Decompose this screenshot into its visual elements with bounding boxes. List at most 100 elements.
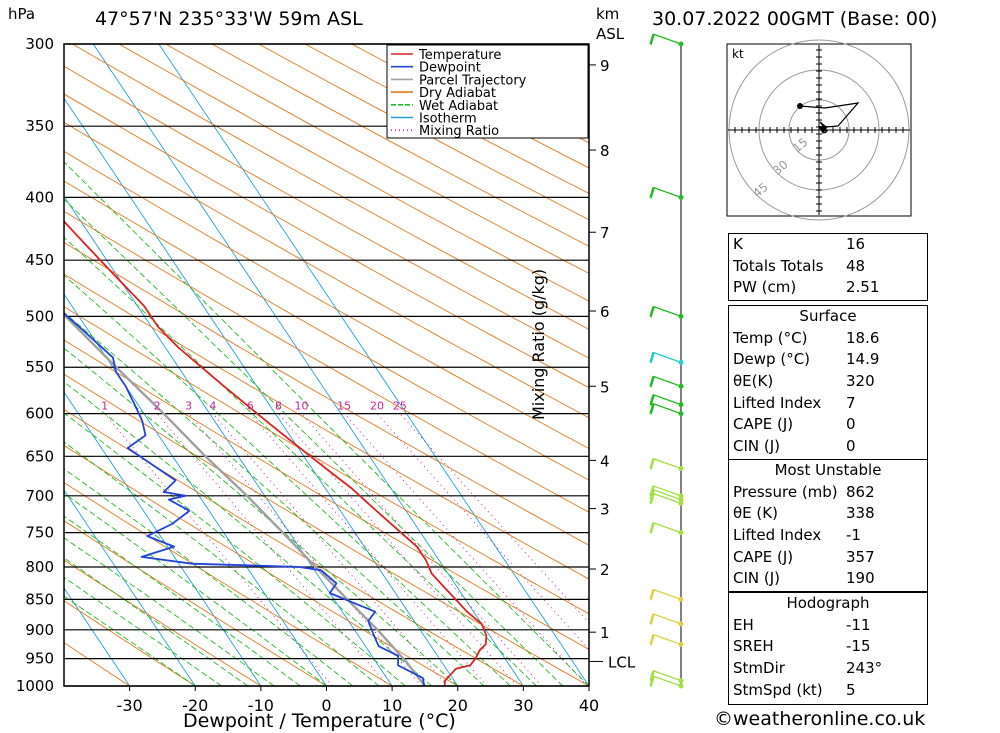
isotherm-line xyxy=(64,97,459,686)
most-unstable-row: Lifted Index -1 xyxy=(729,525,927,547)
index-label: Totals Totals xyxy=(733,256,824,275)
hodograph-start-dot xyxy=(797,103,803,109)
most-unstable-label: CAPE (J) xyxy=(733,547,794,566)
mixing-ratio-line xyxy=(212,413,448,686)
surface-table: Surface Temp (°C) 18.6 Dewp (°C) 14.9 θE(K) 3… xyxy=(728,305,928,460)
legend-label: Temperature xyxy=(418,48,501,63)
wet-adiabat-line xyxy=(64,198,564,686)
surface-value: 0 xyxy=(846,415,856,434)
dry-adiabat-line xyxy=(64,121,589,419)
surface-row: Temp (°C) 18.6 xyxy=(729,328,927,350)
most-unstable-value: 190 xyxy=(846,569,875,588)
index-row: K 16 xyxy=(729,234,927,256)
height-tick-label: 3 xyxy=(600,501,610,519)
hodograph-table: Hodograph EH -11 SREH -15 StmDir 243° StmSpd (… xyxy=(728,592,928,705)
height-tick-label: 9 xyxy=(600,57,610,75)
hodograph-row: EH -11 xyxy=(729,615,927,637)
most-unstable-label: θE (K) xyxy=(733,504,778,523)
dewpoint-profile xyxy=(64,312,426,686)
hodograph-unit: kt xyxy=(732,47,744,61)
pressure-tick-label: 900 xyxy=(25,621,54,639)
hodograph-label: StmSpd (kt) xyxy=(733,680,823,699)
pressure-tick-label: 400 xyxy=(25,188,54,206)
temperature-tick-label: 30 xyxy=(513,696,533,715)
hodograph-value: 5 xyxy=(846,680,856,699)
pressure-tick-label: 1000 xyxy=(16,677,54,695)
surface-value: 14.9 xyxy=(846,350,880,369)
wind-barb xyxy=(649,588,682,601)
wet-adiabat-line xyxy=(64,537,275,686)
index-row: PW (cm) 2.51 xyxy=(729,277,927,299)
isotherm-line xyxy=(64,293,327,686)
most-unstable-value: 338 xyxy=(846,504,875,523)
index-value: 16 xyxy=(846,235,866,253)
copyright[interactable]: ©weatheronline.co.uk xyxy=(714,708,926,730)
parcel-trajectory-profile xyxy=(64,313,426,686)
asl-label: ASL xyxy=(596,25,625,43)
hodograph-row: StmDir 243° xyxy=(729,658,927,680)
surface-value: 18.6 xyxy=(846,328,880,347)
hodograph-label: StmDir xyxy=(733,659,785,678)
surface-label: Lifted Index xyxy=(733,393,822,412)
dry-adiabat-line xyxy=(64,150,589,450)
dry-adiabat-line xyxy=(64,520,327,686)
indices-table: K 16 Totals Totals 48 PW (cm) 2.51 xyxy=(728,233,928,301)
surface-row: Dewp (°C) 14.9 xyxy=(729,349,927,371)
surface-label: Temp (°C) xyxy=(733,328,808,347)
legend-label: Parcel Trajectory xyxy=(419,73,527,88)
wind-barb xyxy=(649,675,682,688)
temperature-profile xyxy=(64,220,488,686)
hodograph-trace xyxy=(799,102,860,134)
index-row: Totals Totals 48 xyxy=(729,256,927,278)
surface-label: Dewp (°C) xyxy=(733,350,811,369)
height-tick-label: 6 xyxy=(600,303,610,321)
lcl-label: LCL xyxy=(608,653,636,671)
hodograph-value: -11 xyxy=(846,615,871,634)
pressure-tick-label: 500 xyxy=(25,307,54,325)
pressure-tick-label: 850 xyxy=(25,590,54,608)
most-unstable-label: Lifted Index xyxy=(733,526,822,545)
height-tick-label: 5 xyxy=(600,378,610,396)
location-title: 47°57'N 235°33'W 59m ASL xyxy=(95,8,363,30)
wet-adiabat-line xyxy=(64,492,327,686)
km-label: km xyxy=(596,5,619,23)
wind-barb xyxy=(649,613,682,626)
pressure-tick-label: 700 xyxy=(25,487,54,505)
wind-barb xyxy=(649,402,682,415)
dry-adiabat-line xyxy=(64,559,262,686)
height-tick-label: 8 xyxy=(600,142,610,160)
mixing-ratio-label: 3 xyxy=(185,400,192,413)
most-unstable-label: Pressure (mb) xyxy=(733,482,838,501)
legend-label: Wet Adiabat xyxy=(419,99,498,114)
most-unstable-row: CIN (J) 190 xyxy=(729,568,927,590)
surface-label: θE(K) xyxy=(733,372,774,391)
dry-adiabat-line xyxy=(64,306,589,615)
pressure-tick-label: 750 xyxy=(25,524,54,542)
wind-barb xyxy=(649,633,682,646)
dry-adiabat-line xyxy=(258,44,589,221)
most-unstable-row: θE (K) 338 xyxy=(729,503,927,525)
wind-barb xyxy=(649,394,682,406)
height-tick-label: 4 xyxy=(600,452,610,470)
profiles xyxy=(64,220,488,686)
temperature-tick-label: 0 xyxy=(321,696,331,715)
wind-barb xyxy=(649,492,682,505)
wind-barb xyxy=(649,457,682,470)
index-value: 48 xyxy=(846,256,866,275)
temperature-tick-label: -30 xyxy=(117,696,143,715)
dry-adiabat-line xyxy=(165,44,589,274)
wet-adiabat-line xyxy=(64,161,589,686)
temperature-tick-label: -10 xyxy=(248,696,274,715)
datetime-label: 30.07.2022 00GMT (Base: 00) xyxy=(652,8,937,30)
mixing-ratio-label: 1 xyxy=(101,400,108,413)
mixing-ratio-line xyxy=(399,413,589,624)
wet-adiabat-line xyxy=(64,274,511,686)
dry-adiabat-line xyxy=(64,600,196,686)
pressure-unit-label: hPa xyxy=(8,5,35,23)
pressure-tick-label: 950 xyxy=(25,650,54,668)
index-label: K xyxy=(733,235,743,253)
isotherm-line xyxy=(64,195,393,686)
wet-adiabat-line xyxy=(64,515,301,686)
index-value: 2.51 xyxy=(846,278,880,297)
